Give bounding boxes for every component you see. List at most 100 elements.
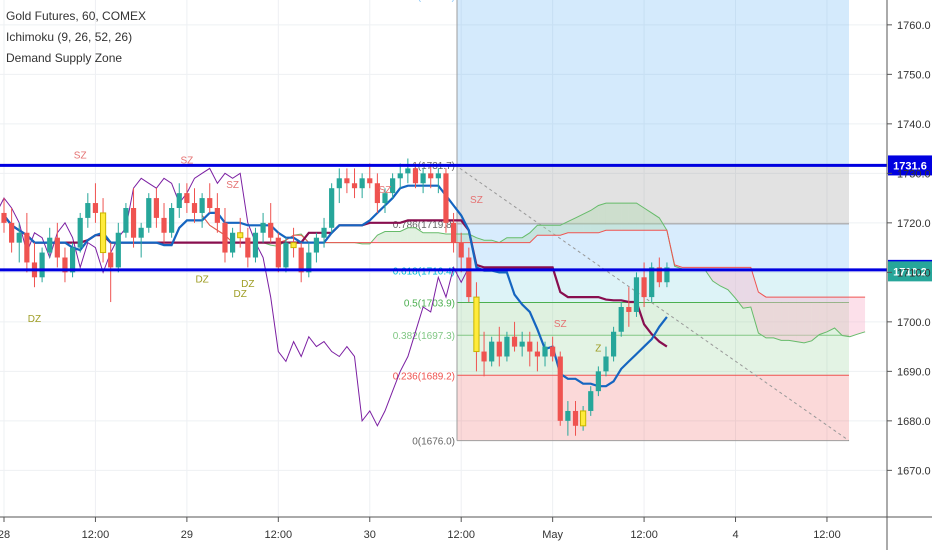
candle-body (641, 277, 647, 298)
candle-body (367, 178, 373, 184)
cloud-segment (857, 297, 866, 335)
candle-body (595, 371, 601, 392)
cloud-segment (415, 227, 424, 243)
cloud-segment (545, 225, 553, 236)
candle-body (176, 193, 182, 208)
candle-body (572, 410, 579, 426)
cloud-segment (529, 225, 538, 243)
candle-body (443, 173, 449, 223)
candle-body (108, 252, 114, 268)
fib-level-label: 0.786(1719.8) (393, 220, 455, 231)
demand-supply-indicator-label[interactable]: Demand Supply Zone (6, 51, 123, 65)
time-tick-label: 12:00 (813, 529, 841, 541)
candle-body (268, 222, 274, 238)
candle-body (9, 222, 15, 243)
cloud-segment (804, 297, 812, 343)
candle-body (298, 247, 304, 273)
candle-body (344, 178, 350, 184)
cloud-segment (392, 231, 401, 243)
cloud-segment (758, 292, 766, 338)
cloud-segment (567, 217, 576, 233)
candle-body (16, 232, 22, 243)
candle-body (633, 277, 640, 312)
candles-layer (1, 158, 670, 436)
candle-body (130, 208, 137, 238)
fibonacci-layer: 1.618(1765.8)1(1731.7)0.786(1719.8)0.618… (393, 0, 850, 448)
fib-level-label: 0.382(1697.3) (393, 331, 455, 342)
candle-body (496, 341, 502, 357)
candle-body (656, 267, 662, 283)
candle-body (275, 237, 281, 268)
cloud-segment (834, 297, 843, 336)
ichimoku-indicator-label[interactable]: Ichimoku (9, 26, 52, 26) (6, 30, 133, 44)
cloud-segment (773, 297, 782, 341)
cloud-segment (605, 203, 614, 231)
demand-zone-label: DZ (28, 314, 41, 325)
candle-body (618, 307, 624, 332)
fib-trend-line (454, 164, 850, 442)
candle-body (237, 232, 244, 239)
candle-body (306, 252, 312, 273)
cloud-segment (461, 233, 469, 243)
symbol-title[interactable]: Gold Futures, 60, COMEX (6, 9, 147, 23)
cloud-segment (644, 208, 652, 231)
candle-body (450, 222, 457, 243)
candle-body (123, 208, 129, 233)
candle-body (115, 232, 121, 268)
cloud-segment (788, 297, 797, 342)
price-tick-label: 1670.0 (897, 465, 931, 477)
candle-body (77, 217, 83, 248)
cloud-segment (423, 232, 431, 243)
candle-body (473, 296, 480, 353)
cloud-segment (628, 203, 637, 231)
candle-body (313, 237, 320, 253)
candle-body (390, 178, 396, 194)
candle-body (161, 217, 167, 233)
candle-body (138, 227, 144, 238)
cloud-segment (735, 267, 744, 309)
candle-body (230, 232, 236, 253)
candle-body (611, 331, 617, 357)
indicator-lines-layer (0, 167, 866, 427)
demand-zone-label: Z (595, 344, 601, 355)
cloud-segment (522, 232, 530, 243)
fib-level-label: 0(1676.0) (412, 437, 455, 448)
time-tick-label: 29 (181, 529, 193, 541)
fib-level-label: 0.236(1689.2) (393, 371, 455, 382)
candle-body (420, 173, 426, 184)
price-tick-label: 1760.0 (897, 20, 931, 32)
price-tick-label: 1730.0 (897, 168, 931, 180)
candle-body (534, 351, 540, 357)
candle-body (428, 173, 434, 179)
candle-body (329, 188, 335, 228)
cloud-segment (651, 212, 660, 231)
supply-zone-label: SZ (379, 185, 392, 196)
tenkan-sen-line (3, 184, 668, 388)
candle-body (24, 232, 30, 263)
time-tick-label: 28 (0, 529, 10, 541)
cloud-segment (537, 225, 546, 236)
candle-body (169, 208, 175, 233)
supply-zone-label: SZ (74, 151, 87, 162)
cloud-segment (636, 203, 645, 231)
cloud-segment (506, 237, 515, 243)
cloud-segment (811, 297, 820, 341)
price-tick-label: 1690.0 (897, 366, 931, 378)
candle-body (489, 341, 495, 362)
candle-body (527, 341, 533, 352)
candle-body (146, 198, 152, 228)
candle-body (283, 242, 289, 268)
candle-body (336, 178, 342, 189)
supply-zone-label: SZ (180, 155, 193, 166)
demand-zone-label: DZ (234, 289, 247, 300)
supply-zone-label: SZ (470, 195, 483, 206)
candle-body (435, 173, 441, 179)
candle-body (458, 242, 464, 258)
cloud-segment (819, 297, 827, 335)
candle-body (252, 232, 259, 258)
candle-body (351, 183, 358, 189)
cloud-segment (842, 297, 850, 337)
cloud-segment (400, 227, 408, 243)
